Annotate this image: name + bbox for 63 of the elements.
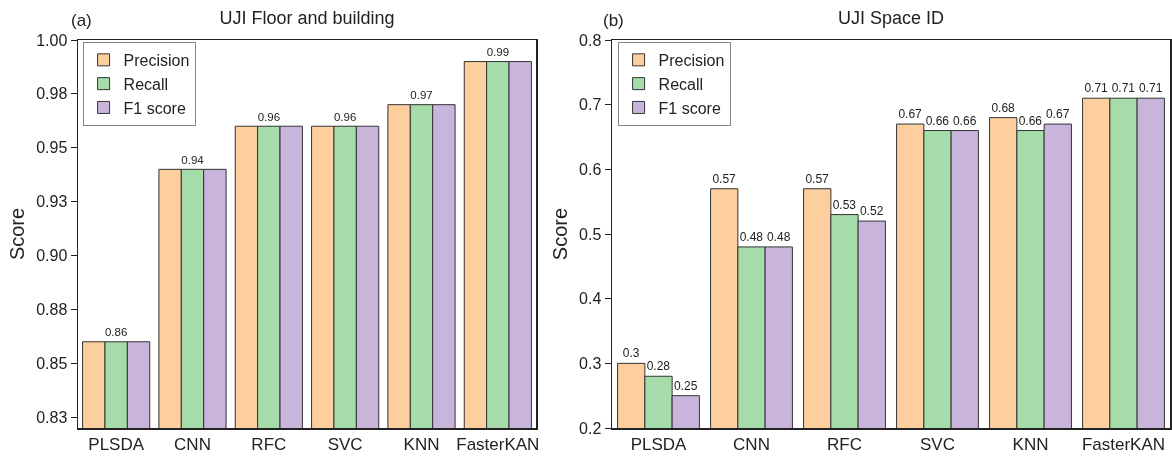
y-tick-label: 0.6 xyxy=(579,160,602,178)
x-tick-label: PLSDA xyxy=(630,434,688,454)
data-label: 0.67 xyxy=(1045,107,1070,122)
data-label: 0.96 xyxy=(257,110,281,123)
data-label: 0.94 xyxy=(181,153,205,166)
legend-label: Precision xyxy=(658,52,725,70)
x-tick-label: KNN xyxy=(1012,434,1049,454)
data-label: 0.53 xyxy=(832,197,857,212)
x-tick-label: CNN xyxy=(733,434,770,454)
data-label: 0.25 xyxy=(673,378,698,393)
y-tick-label: 1.00 xyxy=(36,31,68,49)
data-label: 0.96 xyxy=(333,110,357,123)
data-label: 0.67 xyxy=(898,107,923,122)
data-label: 0.71 xyxy=(1084,81,1109,96)
data-label: 0.28 xyxy=(646,359,671,374)
data-label: 0.57 xyxy=(805,171,830,186)
x-tick-label: KNN xyxy=(403,434,440,454)
y-tick-label: 0.90 xyxy=(36,247,68,265)
y-tick-label: 0.7 xyxy=(579,96,602,114)
x-tick-label: SVC xyxy=(327,434,363,454)
y-axis-title: Score xyxy=(548,207,571,261)
chart-title: UJI Space ID xyxy=(837,8,945,29)
x-tick-label: FasterKAN xyxy=(456,434,540,454)
data-label: 0.97 xyxy=(410,88,433,101)
data-label: 0.3 xyxy=(622,346,640,361)
data-label: 0.66 xyxy=(952,113,977,128)
y-tick-label: 0.5 xyxy=(579,225,602,243)
x-tick-label: PLSDA xyxy=(88,434,145,454)
data-label: 0.52 xyxy=(859,204,884,219)
text: (a) xyxy=(71,11,92,30)
x-tick-label: SVC xyxy=(920,434,955,454)
data-label: 0.71 xyxy=(1111,81,1136,96)
legend-label: F1 score xyxy=(123,99,186,117)
data-label: 0.48 xyxy=(766,229,791,244)
y-tick-label: 0.98 xyxy=(36,85,68,103)
y-tick-label: 0.93 xyxy=(36,193,68,211)
y-axis-title: Score xyxy=(5,207,28,261)
y-tick-label: 0.85 xyxy=(36,354,68,372)
x-tick-label: FasterKAN xyxy=(1081,434,1166,454)
data-label: 0.99 xyxy=(486,45,510,58)
legend-label: Precision xyxy=(123,52,190,70)
data-label: 0.71 xyxy=(1138,81,1163,96)
text: (b) xyxy=(603,11,624,30)
x-tick-label: CNN xyxy=(174,434,211,454)
data-label: 0.68 xyxy=(991,100,1016,115)
legend-label: F1 score xyxy=(658,99,721,117)
y-tick-label: 0.8 xyxy=(579,31,602,49)
legend-label: Recall xyxy=(123,75,169,93)
data-label: 0.48 xyxy=(739,229,764,244)
data-label: 0.66 xyxy=(925,113,950,128)
x-tick-label: RFC xyxy=(827,434,862,454)
data-label: 0.86 xyxy=(104,326,128,339)
data-label: 0.57 xyxy=(712,171,737,186)
legend-label: Recall xyxy=(658,75,704,93)
y-tick-label: 0.83 xyxy=(36,408,68,426)
y-tick-label: 0.3 xyxy=(579,354,602,372)
x-tick-label: RFC xyxy=(251,434,287,454)
y-tick-label: 0.4 xyxy=(579,290,602,308)
y-tick-label: 0.2 xyxy=(579,419,602,437)
y-tick-label: 0.95 xyxy=(36,139,68,157)
data-label: 0.66 xyxy=(1018,113,1043,128)
y-tick-label: 0.88 xyxy=(36,301,68,319)
chart-title: UJI Floor and building xyxy=(219,8,395,29)
